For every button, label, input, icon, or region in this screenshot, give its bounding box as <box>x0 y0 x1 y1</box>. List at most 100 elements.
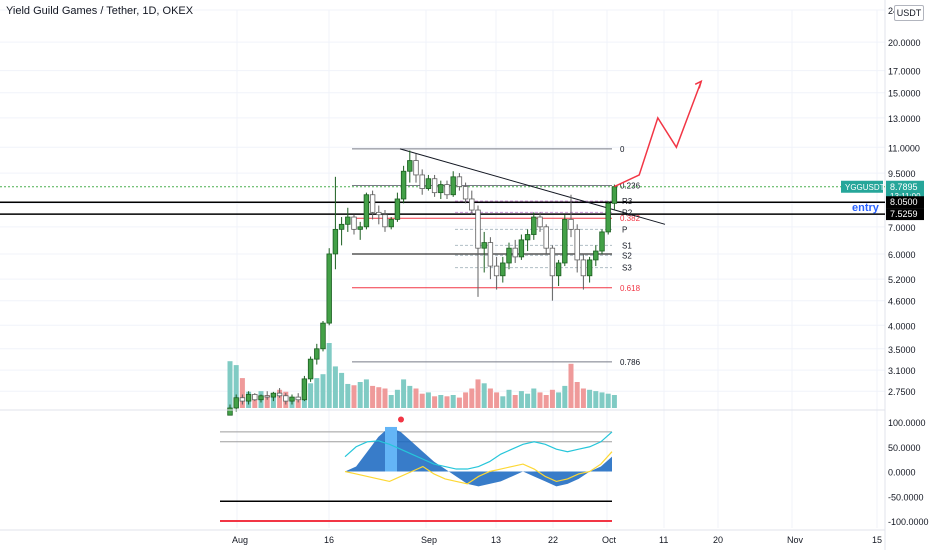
candle-body <box>543 226 549 249</box>
candle-body <box>568 219 574 230</box>
candle-body <box>307 358 314 380</box>
candle-body <box>413 160 419 176</box>
volume-bar <box>475 379 481 408</box>
candle-body <box>338 223 345 230</box>
volume-bar <box>401 379 407 408</box>
time-tick-label: 16 <box>324 535 334 545</box>
volume-bar <box>394 389 400 408</box>
volume-bar <box>450 395 456 408</box>
volume-bar <box>593 391 599 408</box>
candle-body <box>326 253 332 324</box>
projection-arrowhead <box>694 79 703 89</box>
price-tick-label: 2.7500 <box>888 387 916 397</box>
candle-body <box>276 392 283 397</box>
candle-body <box>555 262 562 277</box>
volume-bar <box>363 379 369 408</box>
candle-body <box>239 397 246 402</box>
candle-body <box>369 194 376 213</box>
oscillator-line <box>344 431 613 470</box>
volume-bar <box>556 392 562 408</box>
candle-body <box>400 170 407 200</box>
fib-level-label: 0.618 <box>620 284 641 293</box>
candle-body <box>376 211 382 216</box>
volume-bar <box>605 393 611 408</box>
volume-bar <box>332 366 338 408</box>
candle-body <box>475 209 481 249</box>
candle-body <box>363 194 370 228</box>
pivot-label: P <box>622 225 627 234</box>
candle-body <box>227 407 233 416</box>
volume-bar <box>233 365 239 408</box>
volume-bar <box>494 392 500 408</box>
price-tick-label: 9.5000 <box>888 169 916 179</box>
pivot-label: S1 <box>622 241 632 250</box>
time-tick-label: Aug <box>232 535 248 545</box>
volume-bar <box>463 392 469 408</box>
price-tick-label: 7.0000 <box>888 223 916 233</box>
candle-body <box>289 396 295 402</box>
volume-bar <box>227 361 233 408</box>
volume-bar <box>425 392 431 408</box>
candle-body <box>258 395 264 401</box>
price-tick-label: 17.0000 <box>888 67 921 77</box>
candle-body <box>586 259 593 277</box>
volume-bar <box>264 395 270 408</box>
volume-bar <box>562 385 568 408</box>
volume-bar <box>574 382 580 408</box>
volume-bar <box>432 396 438 408</box>
oscillator-tick-label: 100.0000 <box>888 418 926 428</box>
symbol-badge-label: YGGUSDT <box>845 183 885 192</box>
volume-bar <box>599 392 605 408</box>
volume-bar <box>407 385 413 408</box>
candle-body <box>562 219 568 264</box>
price-tick-label: 4.0000 <box>888 321 916 331</box>
trend-line <box>399 148 666 225</box>
chart-title: Yield Guild Games / Tether, 1D, OKEX <box>6 5 194 17</box>
currency-badge[interactable]: USDT <box>894 5 924 21</box>
candle-body <box>332 228 339 255</box>
candle-body <box>611 186 618 204</box>
oscillator-line <box>344 451 613 485</box>
level-badge <box>886 196 924 209</box>
time-tick-label: Nov <box>787 535 804 545</box>
price-tick-label: 20.0000 <box>888 38 921 48</box>
pivot-label: S2 <box>622 251 632 260</box>
candle-body <box>233 397 239 409</box>
fib-level-label: 0.786 <box>620 358 641 367</box>
candle-body <box>425 178 432 189</box>
level-badge <box>886 208 924 221</box>
candle-body <box>531 216 537 235</box>
candle-body <box>431 178 438 194</box>
price-tick-label: 4.6000 <box>888 297 916 307</box>
volume-bar <box>295 400 301 408</box>
candle-body <box>252 394 258 401</box>
candle-body <box>382 214 388 228</box>
candle-body <box>493 265 500 277</box>
candle-body <box>320 322 326 350</box>
volume-bar <box>357 382 363 408</box>
fib-level-label: 0.236 <box>620 182 641 191</box>
projection-path <box>614 81 702 188</box>
candle-body <box>500 262 506 277</box>
candle-body <box>314 348 320 360</box>
fib-level-label: 0 <box>620 145 625 154</box>
volume-bar <box>351 385 357 408</box>
volume-bar <box>382 388 388 408</box>
candle-body <box>462 186 469 200</box>
volume-bar <box>370 385 376 408</box>
volume-bar <box>525 393 531 408</box>
candle-body <box>506 247 512 264</box>
candle-body <box>580 259 587 277</box>
price-tick-label: 3.1000 <box>888 366 916 376</box>
oscillator-tick-label: 0.0000 <box>888 468 916 478</box>
volume-bar <box>270 396 276 408</box>
fib-level-label: 0.382 <box>620 214 641 223</box>
volume-bar <box>320 374 326 408</box>
volume-bar <box>444 396 450 408</box>
price-tick-label: 15.0000 <box>888 89 921 99</box>
volume-bar <box>518 391 524 408</box>
candle-body <box>357 226 363 230</box>
candle-body <box>301 378 308 401</box>
